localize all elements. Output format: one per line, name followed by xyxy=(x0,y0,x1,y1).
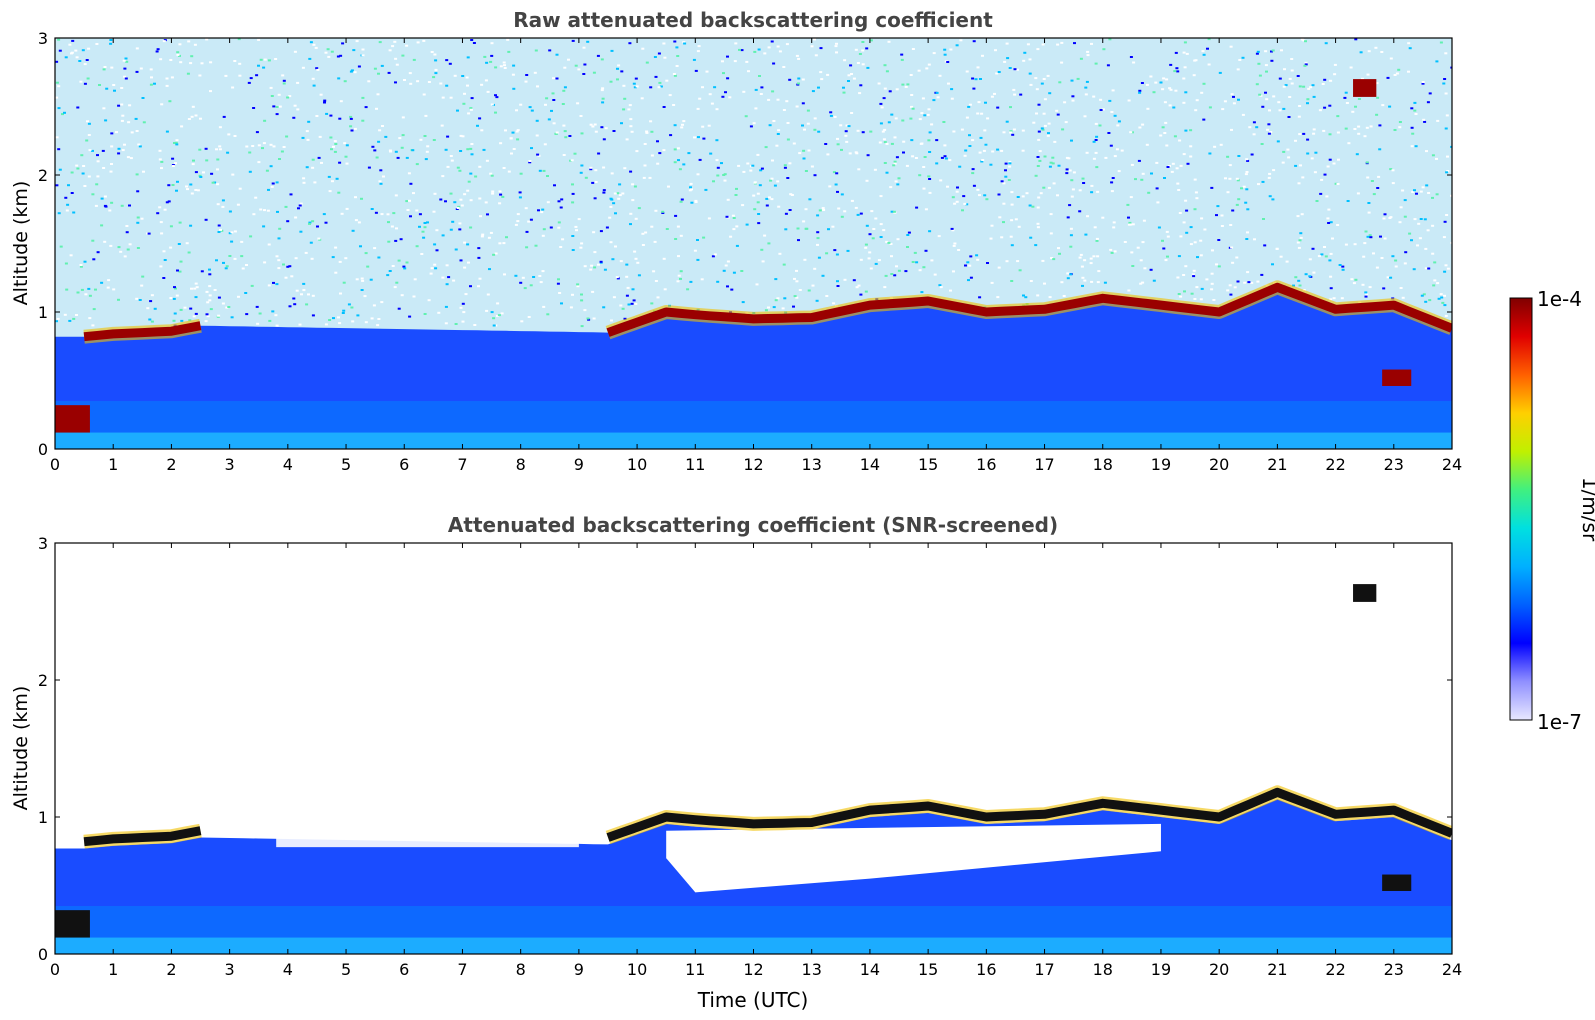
panel1-x-axis: 0 1 2 3 4 5 6 7 8 9 10 11 12 13 14 15 16 17 18 19 20 21 22 23 24 xyxy=(50,38,1462,474)
x-tick-label: 17 xyxy=(1034,960,1054,979)
panel2-heatmap xyxy=(55,584,1452,954)
x-tick-label: 11 xyxy=(685,455,705,474)
x-tick-label: 0 xyxy=(50,960,60,979)
x-tick-label: 1 xyxy=(108,455,118,474)
x-tick-label: 21 xyxy=(1267,455,1287,474)
low-cloud xyxy=(55,405,90,433)
x-tick-label: 15 xyxy=(918,960,938,979)
x-tick-label: 21 xyxy=(1267,960,1287,979)
x-tick-label: 22 xyxy=(1325,960,1345,979)
x-tick-label: 8 xyxy=(516,960,526,979)
x-tick-label: 23 xyxy=(1384,455,1404,474)
cloud-layer-late xyxy=(606,282,1452,337)
x-tick-label: 20 xyxy=(1209,455,1229,474)
screened-gap xyxy=(666,823,1161,893)
x-tick-label: 10 xyxy=(627,960,647,979)
y-tick-label: 2 xyxy=(38,166,48,185)
x-tick-label: 18 xyxy=(1093,960,1113,979)
low-cloud-23h xyxy=(1382,369,1412,386)
panel2-y-axis: 0 1 2 3 xyxy=(38,534,1452,964)
cloud-layer-early xyxy=(83,321,202,342)
panel2-y-label: Altitude (km) xyxy=(10,686,32,811)
x-tick-label: 17 xyxy=(1034,455,1054,474)
y-tick-label: 3 xyxy=(38,534,48,553)
x-tick-label: 16 xyxy=(976,960,996,979)
x-tick-label: 0 xyxy=(50,455,60,474)
x-tick-label: 16 xyxy=(976,455,996,474)
x-tick-label: 10 xyxy=(627,455,647,474)
x-tick-label: 6 xyxy=(399,960,409,979)
panel1-heatmap xyxy=(55,38,1452,449)
x-tick-label: 19 xyxy=(1151,455,1171,474)
x-tick-label: 20 xyxy=(1209,960,1229,979)
x-tick-label: 9 xyxy=(574,455,584,474)
noise-speckle xyxy=(55,38,1452,328)
x-tick-label: 5 xyxy=(341,455,351,474)
panel1-y-axis: 0 1 2 3 xyxy=(38,29,1452,459)
y-tick-label: 1 xyxy=(38,303,48,322)
x-tick-label: 5 xyxy=(341,960,351,979)
screened-gap xyxy=(276,827,579,848)
y-tick-label: 0 xyxy=(38,440,48,459)
x-tick-label: 22 xyxy=(1325,455,1345,474)
x-tick-label: 9 xyxy=(574,960,584,979)
x-tick-label: 7 xyxy=(457,960,467,979)
colorbar xyxy=(1509,297,1533,721)
y-tick-label: 3 xyxy=(38,29,48,48)
x-tick-label: 4 xyxy=(283,960,293,979)
panel1-title: Raw attenuated backscattering coefficien… xyxy=(513,8,993,32)
x-tick-label: 23 xyxy=(1384,960,1404,979)
low-cloud-23h xyxy=(1382,874,1412,891)
cloud-layer-early xyxy=(83,826,202,847)
x-tick-label: 13 xyxy=(802,960,822,979)
panel2-title: Attenuated backscattering coefficient (S… xyxy=(448,513,1058,537)
cloud-layer-late xyxy=(606,787,1452,842)
x-tick-label: 11 xyxy=(685,960,705,979)
x-tick-label: 24 xyxy=(1442,455,1462,474)
x-tick-label: 18 xyxy=(1093,455,1113,474)
x-tick-label: 14 xyxy=(860,960,880,979)
x-tick-label: 3 xyxy=(225,960,235,979)
y-tick-label: 0 xyxy=(38,945,48,964)
x-axis-label: Time (UTC) xyxy=(697,988,809,1012)
y-tick-label: 1 xyxy=(38,808,48,827)
x-tick-label: 7 xyxy=(457,455,467,474)
x-tick-label: 2 xyxy=(166,960,176,979)
high-cloud xyxy=(1353,79,1377,97)
x-tick-label: 6 xyxy=(399,455,409,474)
colorbar-min-label: 1e-7 xyxy=(1537,710,1582,734)
low-cloud xyxy=(55,910,90,938)
high-cloud xyxy=(1353,584,1377,602)
x-tick-label: 14 xyxy=(860,455,880,474)
x-tick-label: 12 xyxy=(743,455,763,474)
colorbar-max-label: 1e-4 xyxy=(1537,287,1582,311)
x-tick-label: 1 xyxy=(108,960,118,979)
x-tick-label: 15 xyxy=(918,455,938,474)
x-tick-label: 8 xyxy=(516,455,526,474)
panel1-y-label: Altitude (km) xyxy=(10,181,32,306)
colorbar-unit-label: 1/m/sr xyxy=(1578,477,1595,542)
x-tick-label: 12 xyxy=(743,960,763,979)
y-tick-label: 2 xyxy=(38,671,48,690)
x-tick-label: 3 xyxy=(225,455,235,474)
x-tick-label: 19 xyxy=(1151,960,1171,979)
x-tick-label: 24 xyxy=(1442,960,1462,979)
x-tick-label: 2 xyxy=(166,455,176,474)
panel2-x-axis: 0 1 2 3 4 5 6 7 8 9 10 11 12 13 14 15 16 17 18 19 20 21 22 23 24 xyxy=(50,543,1462,979)
x-tick-label: 4 xyxy=(283,455,293,474)
x-tick-label: 13 xyxy=(802,455,822,474)
